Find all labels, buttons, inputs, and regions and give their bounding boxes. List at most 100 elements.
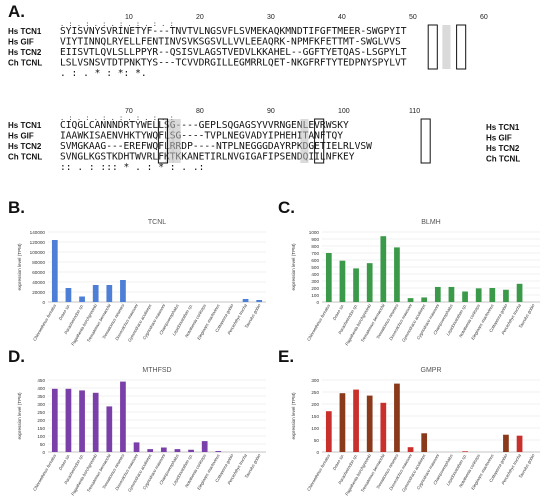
y-tick-label: 300: [311, 279, 319, 284]
y-tick-label: 450: [37, 378, 45, 383]
ruler-number: 100: [338, 108, 350, 115]
bar: [475, 288, 482, 302]
bar: [51, 388, 58, 452]
y-tick-label: 50: [314, 438, 320, 443]
conserved-column-box: [427, 24, 438, 70]
bar: [79, 390, 85, 452]
bar: [215, 451, 222, 452]
y-tick-label: 0: [42, 450, 45, 455]
y-tick-label: 60000: [32, 270, 45, 275]
ruler-number: 10: [125, 14, 133, 21]
conserved-column-shade: [165, 119, 174, 163]
panel-label-e: E.: [278, 347, 295, 366]
conserved-column-box: [314, 118, 325, 164]
bar: [353, 268, 359, 302]
y-tick-label: 100: [37, 434, 45, 439]
ruler-number: 80: [196, 108, 204, 115]
bar: [421, 297, 428, 302]
blmh-chart: BLMH 0 100 200 300 400 500 600 700 800 900 1000 expr…: [291, 219, 540, 346]
bar: [421, 433, 428, 452]
conserved-column-box: [456, 24, 467, 70]
bar: [462, 451, 468, 452]
sequence-name: Hs GIF: [8, 132, 34, 141]
y-tick-label: 700: [311, 251, 319, 256]
bar: [503, 434, 509, 452]
panel-label-c: C.: [278, 198, 295, 217]
ruler-dots: . : . : . : . : . : . : . :: [60, 114, 174, 122]
bar: [201, 441, 208, 452]
x-tick-label: Draco sp.: [332, 453, 345, 471]
y-tick-label: 600: [311, 258, 319, 263]
y-tick-label: 200: [37, 418, 45, 423]
ruler-number: 50: [409, 14, 417, 21]
chart-title: MTHFSD: [142, 367, 171, 374]
y-tick-label: 150: [311, 414, 319, 419]
bar: [434, 286, 441, 302]
y-tick-label: 140000: [30, 230, 46, 235]
y-tick-label: 300: [311, 378, 319, 383]
alignment-legend-item: Hs GIF: [486, 134, 512, 143]
y-tick-label: 400: [37, 386, 45, 391]
sequence-residues: VIYTINNQLRYELLFENTINVSVKSGSVLLVVLEEAQRK-…: [60, 37, 401, 48]
conserved-column-box: [157, 118, 168, 164]
bar: [92, 392, 99, 452]
bar: [339, 260, 346, 302]
sequence-name: Hs TCN1: [8, 121, 42, 130]
y-axis-label: expression level (TPM): [291, 392, 296, 439]
conserved-column-shade: [300, 119, 309, 163]
sequence-residues: SYISVNYSVRINETYF---TNVTVLNGSVFLSVMEKAQKM…: [60, 26, 407, 37]
y-axis-label: expression level (TPM): [291, 243, 296, 290]
y-axis-label: expression level (TPM): [17, 392, 22, 439]
bar: [242, 299, 249, 302]
bar: [160, 447, 167, 452]
chart-title: BLMH: [421, 219, 440, 226]
y-tick-label: 40000: [32, 280, 45, 285]
y-tick-label: 800: [311, 244, 319, 249]
conservation-line: . : . * : *: *.: [60, 68, 147, 79]
bar: [407, 447, 414, 452]
x-tick-label: Chloroethinus furcatus: [32, 452, 58, 492]
sequence-alignment: . : . : . : . : . : . : . : 10 20 30 40 50 60…: [8, 14, 520, 173]
y-tick-label: 100000: [30, 250, 46, 255]
chart-title: TCNL: [148, 219, 166, 226]
y-tick-label: 400: [311, 272, 319, 277]
ruler-number: 110: [409, 108, 420, 115]
bar: [256, 300, 263, 302]
conserved-column-shade: [172, 119, 181, 163]
y-tick-label: 80000: [32, 260, 45, 265]
ruler-number: 60: [480, 14, 488, 21]
bar: [394, 247, 400, 302]
y-tick-label: 300: [37, 402, 45, 407]
ruler-number: 40: [338, 14, 346, 21]
y-tick-label: 20000: [32, 290, 45, 295]
sequence-residues: CIQGLCANNNDRTYWELLSG----GEPLSQGAGSYVVRNG…: [60, 120, 349, 131]
y-axis-label: expression level (TPM): [17, 243, 22, 290]
bar: [325, 411, 332, 452]
bar: [65, 388, 72, 452]
bar: [380, 402, 387, 452]
mthfsd-chart: MTHFSD 0 50 100 150 200 250 300 350 400 450 express…: [17, 367, 266, 496]
sequence-name: Ch TCNL: [8, 59, 42, 68]
bar: [366, 395, 373, 452]
sequence-name: Hs GIF: [8, 38, 34, 47]
sequence-residues: EIISVTLQVLSLLPPYR--QSISVLAGSTVEDVLKKAHEL…: [60, 47, 407, 58]
panel-label-b: B.: [8, 198, 25, 217]
bar: [174, 449, 181, 452]
sequence-residues: SVMGKAAG---EREFWQFLRRDP----NTPLNEGGGDAYR…: [60, 141, 372, 152]
bar: [106, 406, 113, 452]
bar: [120, 381, 126, 452]
alignment-legend-item: Hs TCN1: [486, 123, 520, 132]
bar: [503, 289, 509, 302]
sequence-name: Hs TCN1: [8, 27, 42, 36]
bar: [51, 240, 58, 302]
ruler-number: 30: [267, 14, 275, 21]
bar: [516, 435, 523, 452]
x-tick-label: Chloroethinus furcatus: [306, 452, 332, 492]
ruler-number: 20: [196, 14, 204, 21]
bar: [325, 253, 332, 302]
y-tick-label: 200: [311, 402, 319, 407]
bar: [65, 288, 72, 302]
y-tick-label: 50: [40, 442, 46, 447]
alignment-legend-item: Ch TCNL: [486, 155, 520, 164]
y-tick-label: 1000: [309, 230, 320, 235]
